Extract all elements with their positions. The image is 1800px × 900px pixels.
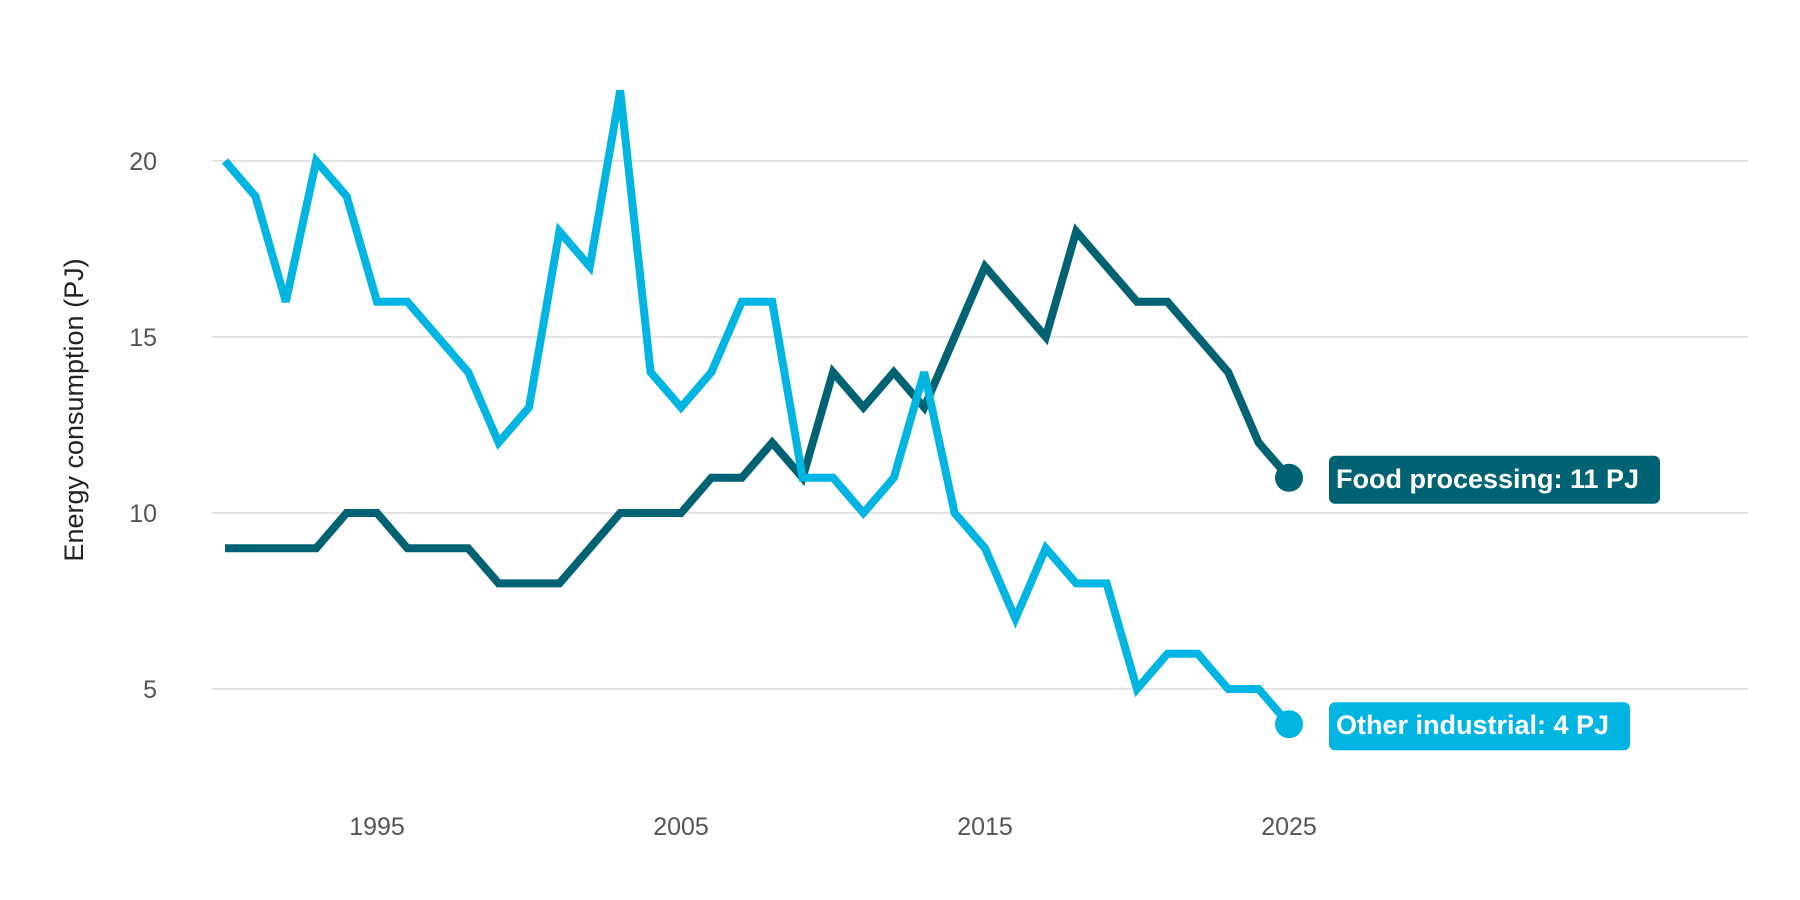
end-label-food: Food processing: 11 PJ (1329, 455, 1660, 504)
series-endpoint-other (1275, 710, 1303, 739)
gridlines (212, 160, 1748, 690)
y-axis-title: Energy consumption (PJ) (59, 258, 89, 561)
y-tick-label-5: 5 (143, 676, 157, 704)
end-labels: Food processing: 11 PJ Other industrial: … (1329, 455, 1660, 751)
end-label-box-food (1329, 455, 1660, 504)
end-label-other: Other industrial: 4 PJ (1329, 702, 1630, 751)
end-label-text-other: Other industrial: 4 PJ (1336, 710, 1609, 740)
x-tick-label-2025: 2025 (1261, 813, 1317, 841)
end-label-box-other (1329, 702, 1630, 751)
y-tick-label-20: 20 (129, 148, 157, 176)
x-tick-label-1995: 1995 (349, 813, 405, 841)
series-line-food (225, 223, 1293, 588)
series-group (221, 89, 1303, 739)
y-tick-label-15: 15 (129, 324, 157, 352)
series-line-other (221, 89, 1293, 727)
series-endpoint-food (1275, 463, 1303, 492)
y-tick-label-10: 10 (129, 500, 157, 528)
x-tick-label-2005: 2005 (653, 813, 709, 841)
y-axis-ticks: 5 10 15 20 (129, 148, 157, 704)
x-axis-ticks: 1995 2005 2015 2025 (349, 813, 1317, 841)
end-label-text-food: Food processing: 11 PJ (1336, 464, 1639, 494)
x-tick-label-2015: 2015 (957, 813, 1013, 841)
